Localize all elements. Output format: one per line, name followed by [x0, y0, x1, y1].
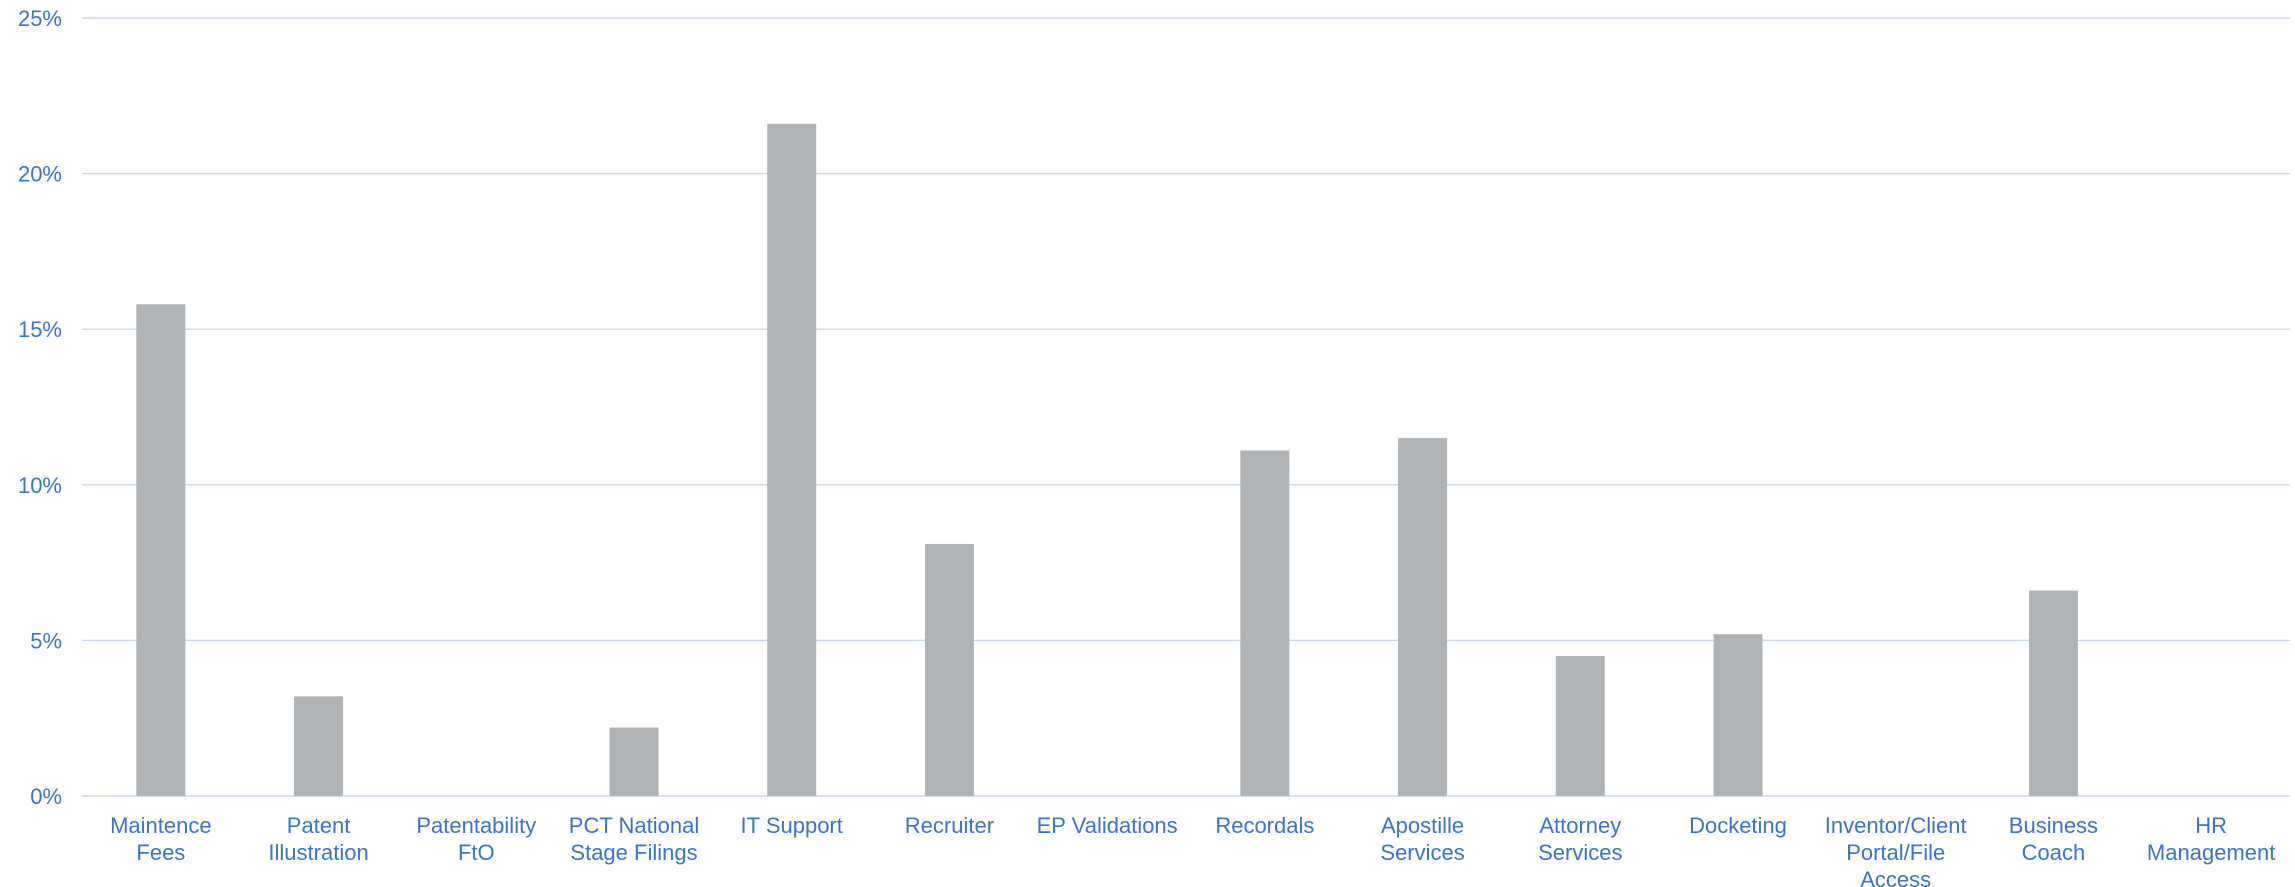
bar: [136, 304, 186, 796]
y-axis-ticks: 0% 5% 10% 15% 20% 25%: [18, 6, 62, 809]
bar: [294, 696, 344, 796]
x-tick-label: HR Management: [2147, 813, 2275, 865]
y-tick-label: 20%: [18, 162, 62, 187]
bar: [609, 727, 659, 796]
bar: [924, 543, 974, 796]
bar: [2028, 590, 2078, 796]
y-tick-label: 15%: [18, 317, 62, 342]
y-tick-label: 5%: [30, 628, 62, 653]
y-tick-label: 0%: [30, 784, 62, 809]
bar: [1555, 655, 1605, 796]
bar: [1398, 438, 1448, 796]
y-tick-label: 25%: [18, 6, 62, 31]
x-tick-label: Recordals: [1215, 813, 1314, 838]
x-tick-label: Attorney Services: [1538, 813, 1622, 865]
x-tick-label: Inventor/Client Portal/File Access: [1825, 813, 1967, 887]
bar: [767, 123, 817, 797]
bars: [136, 123, 2078, 797]
bar: [1713, 634, 1763, 796]
x-tick-label: Maintence Fees: [110, 813, 212, 865]
x-tick-label: Business Coach: [2009, 813, 2098, 865]
x-tick-label: Recruiter: [905, 813, 994, 838]
x-tick-label: EP Validations: [1037, 813, 1178, 838]
x-tick-label: Docketing: [1689, 813, 1787, 838]
y-tick-label: 10%: [18, 473, 62, 498]
x-tick-label: Patentability FtO: [416, 813, 536, 865]
x-tick-label: Apostille Services: [1380, 813, 1464, 865]
x-axis-ticks: Maintence Fees Patent Illustration Patentabi…: [110, 813, 2275, 887]
bar: [1240, 450, 1290, 796]
x-tick-label: PCT National Stage Filings: [569, 813, 699, 865]
x-tick-label: IT Support: [741, 813, 843, 838]
gridlines: [82, 17, 2290, 797]
x-tick-label: Patent Illustration: [268, 813, 368, 865]
